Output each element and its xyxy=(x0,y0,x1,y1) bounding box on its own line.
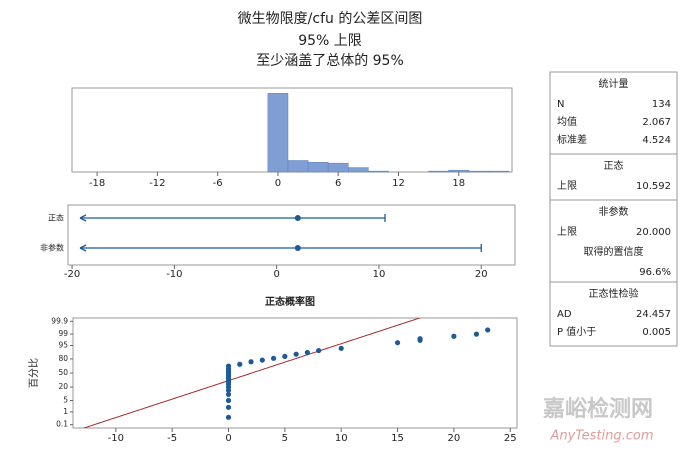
x-tick-label: 12 xyxy=(392,178,405,189)
bar xyxy=(428,170,449,173)
stat-value: 96.6% xyxy=(639,267,671,278)
y-tick-label: 50 xyxy=(58,368,68,377)
x-tick-label: 6 xyxy=(335,178,341,189)
point xyxy=(225,404,232,410)
stat-label: N xyxy=(557,99,564,110)
y-tick-label: 80 xyxy=(58,354,68,363)
x-tick-label: -18 xyxy=(89,178,105,189)
subtitle: 至少涵盖了总体的 95% xyxy=(256,53,404,69)
y-tick-label: 1 xyxy=(63,407,68,416)
stat-value: 2.067 xyxy=(642,117,671,128)
x-tick-label: 18 xyxy=(452,178,465,189)
fit-line xyxy=(82,318,422,428)
stat-value: 134 xyxy=(652,99,671,110)
bar xyxy=(327,162,349,173)
arrow-head xyxy=(79,244,87,252)
y-axis-label: 百分比 xyxy=(28,358,40,388)
x-tick-label: -20 xyxy=(64,269,80,280)
section-title: 正态 xyxy=(604,159,624,172)
panel-section xyxy=(549,281,678,347)
x-tick-label: 5 xyxy=(282,433,288,444)
bar xyxy=(368,170,389,173)
point xyxy=(417,336,423,342)
point xyxy=(225,391,232,398)
title: 微生物限度/cfu 的公差区间图 xyxy=(238,11,423,27)
x-tick-label: -5 xyxy=(167,433,177,444)
bar xyxy=(287,160,309,173)
x-tick-label: -10 xyxy=(166,269,182,280)
bar xyxy=(267,93,289,173)
point xyxy=(225,397,232,404)
x-tick-label: 25 xyxy=(504,433,517,444)
stat-label: 均值 xyxy=(557,115,577,128)
plot-title: 正态概率图 xyxy=(265,295,315,308)
point xyxy=(270,355,277,361)
point xyxy=(237,361,243,367)
point xyxy=(451,333,457,339)
point xyxy=(293,351,299,357)
point xyxy=(316,347,322,354)
watermark: 嘉峪检测网 xyxy=(543,396,653,422)
stat-value: 20.000 xyxy=(636,227,671,238)
point xyxy=(282,353,288,359)
arrow-head xyxy=(79,214,87,222)
stat-value: 24.457 xyxy=(636,309,671,320)
x-tick-label: -10 xyxy=(108,433,124,444)
bar xyxy=(488,170,510,173)
subtitle: 95% 上限 xyxy=(298,33,362,49)
y-tick-label: 20 xyxy=(58,382,68,391)
section-title: 非参数 xyxy=(599,205,629,218)
bar xyxy=(348,167,369,173)
x-tick-label: 15 xyxy=(391,433,404,444)
stat-label: 上限 xyxy=(557,226,577,238)
row-label: 正态 xyxy=(48,213,64,223)
bar xyxy=(448,169,470,173)
x-tick-label: 20 xyxy=(448,433,461,444)
point xyxy=(485,327,491,333)
x-tick-label: -12 xyxy=(149,178,165,189)
y-tick-label: 0.1 xyxy=(56,420,68,429)
point xyxy=(225,414,232,420)
point xyxy=(473,331,480,337)
x-tick-label: 10 xyxy=(335,433,348,444)
y-tick-label: 95 xyxy=(58,341,68,350)
stat-value: 0.005 xyxy=(642,327,671,338)
point xyxy=(338,345,344,351)
x-tick-label: 0 xyxy=(273,269,279,280)
stat-label: AD xyxy=(557,309,572,320)
x-tick-label: -6 xyxy=(213,178,223,189)
section-title: 正态性检验 xyxy=(589,287,639,300)
plot-frame xyxy=(67,204,516,266)
x-tick-label: 20 xyxy=(475,269,488,280)
y-tick-label: 5 xyxy=(63,395,68,404)
point xyxy=(248,359,254,365)
point xyxy=(225,363,232,369)
bar xyxy=(468,170,490,173)
point xyxy=(259,357,265,363)
x-tick-label: 0 xyxy=(225,433,231,444)
stat-label: 标准差 xyxy=(557,133,587,146)
stat-value: 4.524 xyxy=(642,135,671,146)
point xyxy=(394,340,401,346)
point xyxy=(304,349,310,356)
stat-label: P 值小于 xyxy=(557,325,596,338)
stat-label: 上限 xyxy=(557,180,577,192)
x-tick-label: 10 xyxy=(373,269,386,280)
stat-label: 取得的置信度 xyxy=(584,245,644,258)
x-tick-label: 0 xyxy=(275,178,281,189)
y-tick-label: 99 xyxy=(58,329,68,338)
mean-dot xyxy=(294,245,301,251)
mean-dot xyxy=(294,215,301,221)
section-title: 统计量 xyxy=(599,77,629,90)
row-label: 非参数 xyxy=(40,243,64,253)
y-tick-label: 99.9 xyxy=(51,316,68,325)
watermark-url: AnyTesting.com xyxy=(549,429,653,444)
stat-value: 10.592 xyxy=(636,181,671,192)
bar xyxy=(307,162,329,173)
